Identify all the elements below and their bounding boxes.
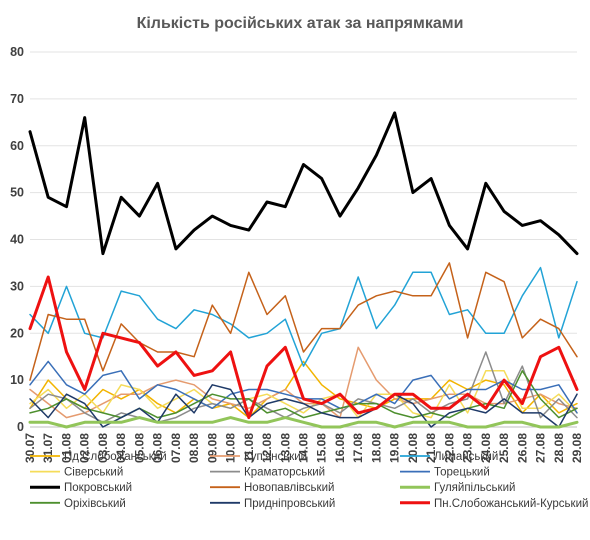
x-tick-label: 01.08 (59, 433, 73, 463)
x-tick-label: 22.08 (442, 433, 456, 463)
grid (30, 51, 577, 428)
y-tick-label: 80 (10, 45, 24, 59)
series-line (29, 262, 578, 381)
x-tick-label: 27.08 (534, 433, 548, 463)
legend-label: Куп'янський (244, 451, 307, 463)
x-tick-label: 08.08 (187, 433, 201, 463)
legend-label: Торецький (434, 467, 490, 479)
y-tick-label: 20 (10, 326, 24, 340)
x-tick-label: 31.07 (41, 433, 55, 463)
x-tick-label: 05.08 (132, 433, 146, 463)
x-tick-label: 02.08 (78, 433, 92, 463)
x-tick-label: 12.08 (260, 433, 274, 463)
x-tick-label: 15.08 (315, 433, 329, 463)
series-line (28, 275, 579, 420)
y-tick-label: 40 (10, 233, 24, 247)
y-tick-label: 70 (10, 92, 24, 106)
x-tick-label: 06.08 (151, 433, 165, 463)
x-tick-label: 04.08 (114, 433, 128, 463)
series-line (29, 370, 578, 419)
legend-label: Лиманський (434, 451, 498, 463)
legend-label: Придніпровський (244, 498, 335, 510)
series-line (29, 351, 578, 424)
legend-label: Пд.Слобожанський (64, 451, 167, 463)
y-axis-ticks: 0 10 20 30 40 50 60 70 80 (10, 45, 24, 434)
x-tick-label: 13.08 (278, 433, 292, 463)
y-tick-label: 30 (10, 279, 24, 293)
legend-label: Гуляйпільський (434, 482, 515, 494)
legend-label: Краматорський (244, 467, 325, 479)
legend-label: Пн.Слобожанський-Курський (434, 498, 588, 510)
x-tick-label: 24.08 (479, 433, 493, 463)
y-tick-label: 0 (17, 420, 24, 434)
x-tick-label: 11.08 (242, 433, 256, 463)
x-tick-label: 09.08 (205, 433, 219, 463)
x-tick-label: 25.08 (497, 433, 511, 463)
x-tick-label: 26.08 (515, 433, 529, 463)
x-tick-label: 18.08 (369, 433, 383, 463)
legend-label: Сіверський (64, 467, 123, 479)
y-tick-label: 50 (10, 186, 24, 200)
legend: Пд.Слобожанський Куп'янський Лиманський Сів… (30, 451, 588, 510)
x-tick-label: 14.08 (297, 433, 311, 463)
chart-title: Кількість російських атак за напрямками (137, 15, 464, 32)
y-tick-label: 60 (10, 139, 24, 153)
x-tick-label: 23.08 (461, 433, 475, 463)
legend-label: Новопавлівський (244, 482, 334, 494)
series-lines (28, 111, 579, 429)
x-tick-label: 20.08 (406, 433, 420, 463)
legend-label: Оріхівський (64, 498, 126, 510)
legend-label: Покровський (64, 482, 132, 494)
x-tick-label: 28.08 (552, 433, 566, 463)
x-tick-label: 10.08 (224, 433, 238, 463)
series-line (29, 384, 578, 428)
x-tick-label: 07.08 (169, 433, 183, 463)
x-tick-label: 30.07 (23, 433, 37, 463)
x-tick-label: 03.08 (96, 433, 110, 463)
x-tick-label: 29.08 (570, 433, 584, 463)
x-tick-label: 16.08 (333, 433, 347, 463)
x-tick-label: 19.08 (388, 433, 402, 463)
y-tick-label: 10 (10, 373, 24, 387)
series-line (29, 266, 578, 367)
series-line (28, 416, 579, 429)
series-line (28, 111, 579, 256)
x-tick-label: 17.08 (351, 433, 365, 463)
series-line (29, 360, 578, 419)
